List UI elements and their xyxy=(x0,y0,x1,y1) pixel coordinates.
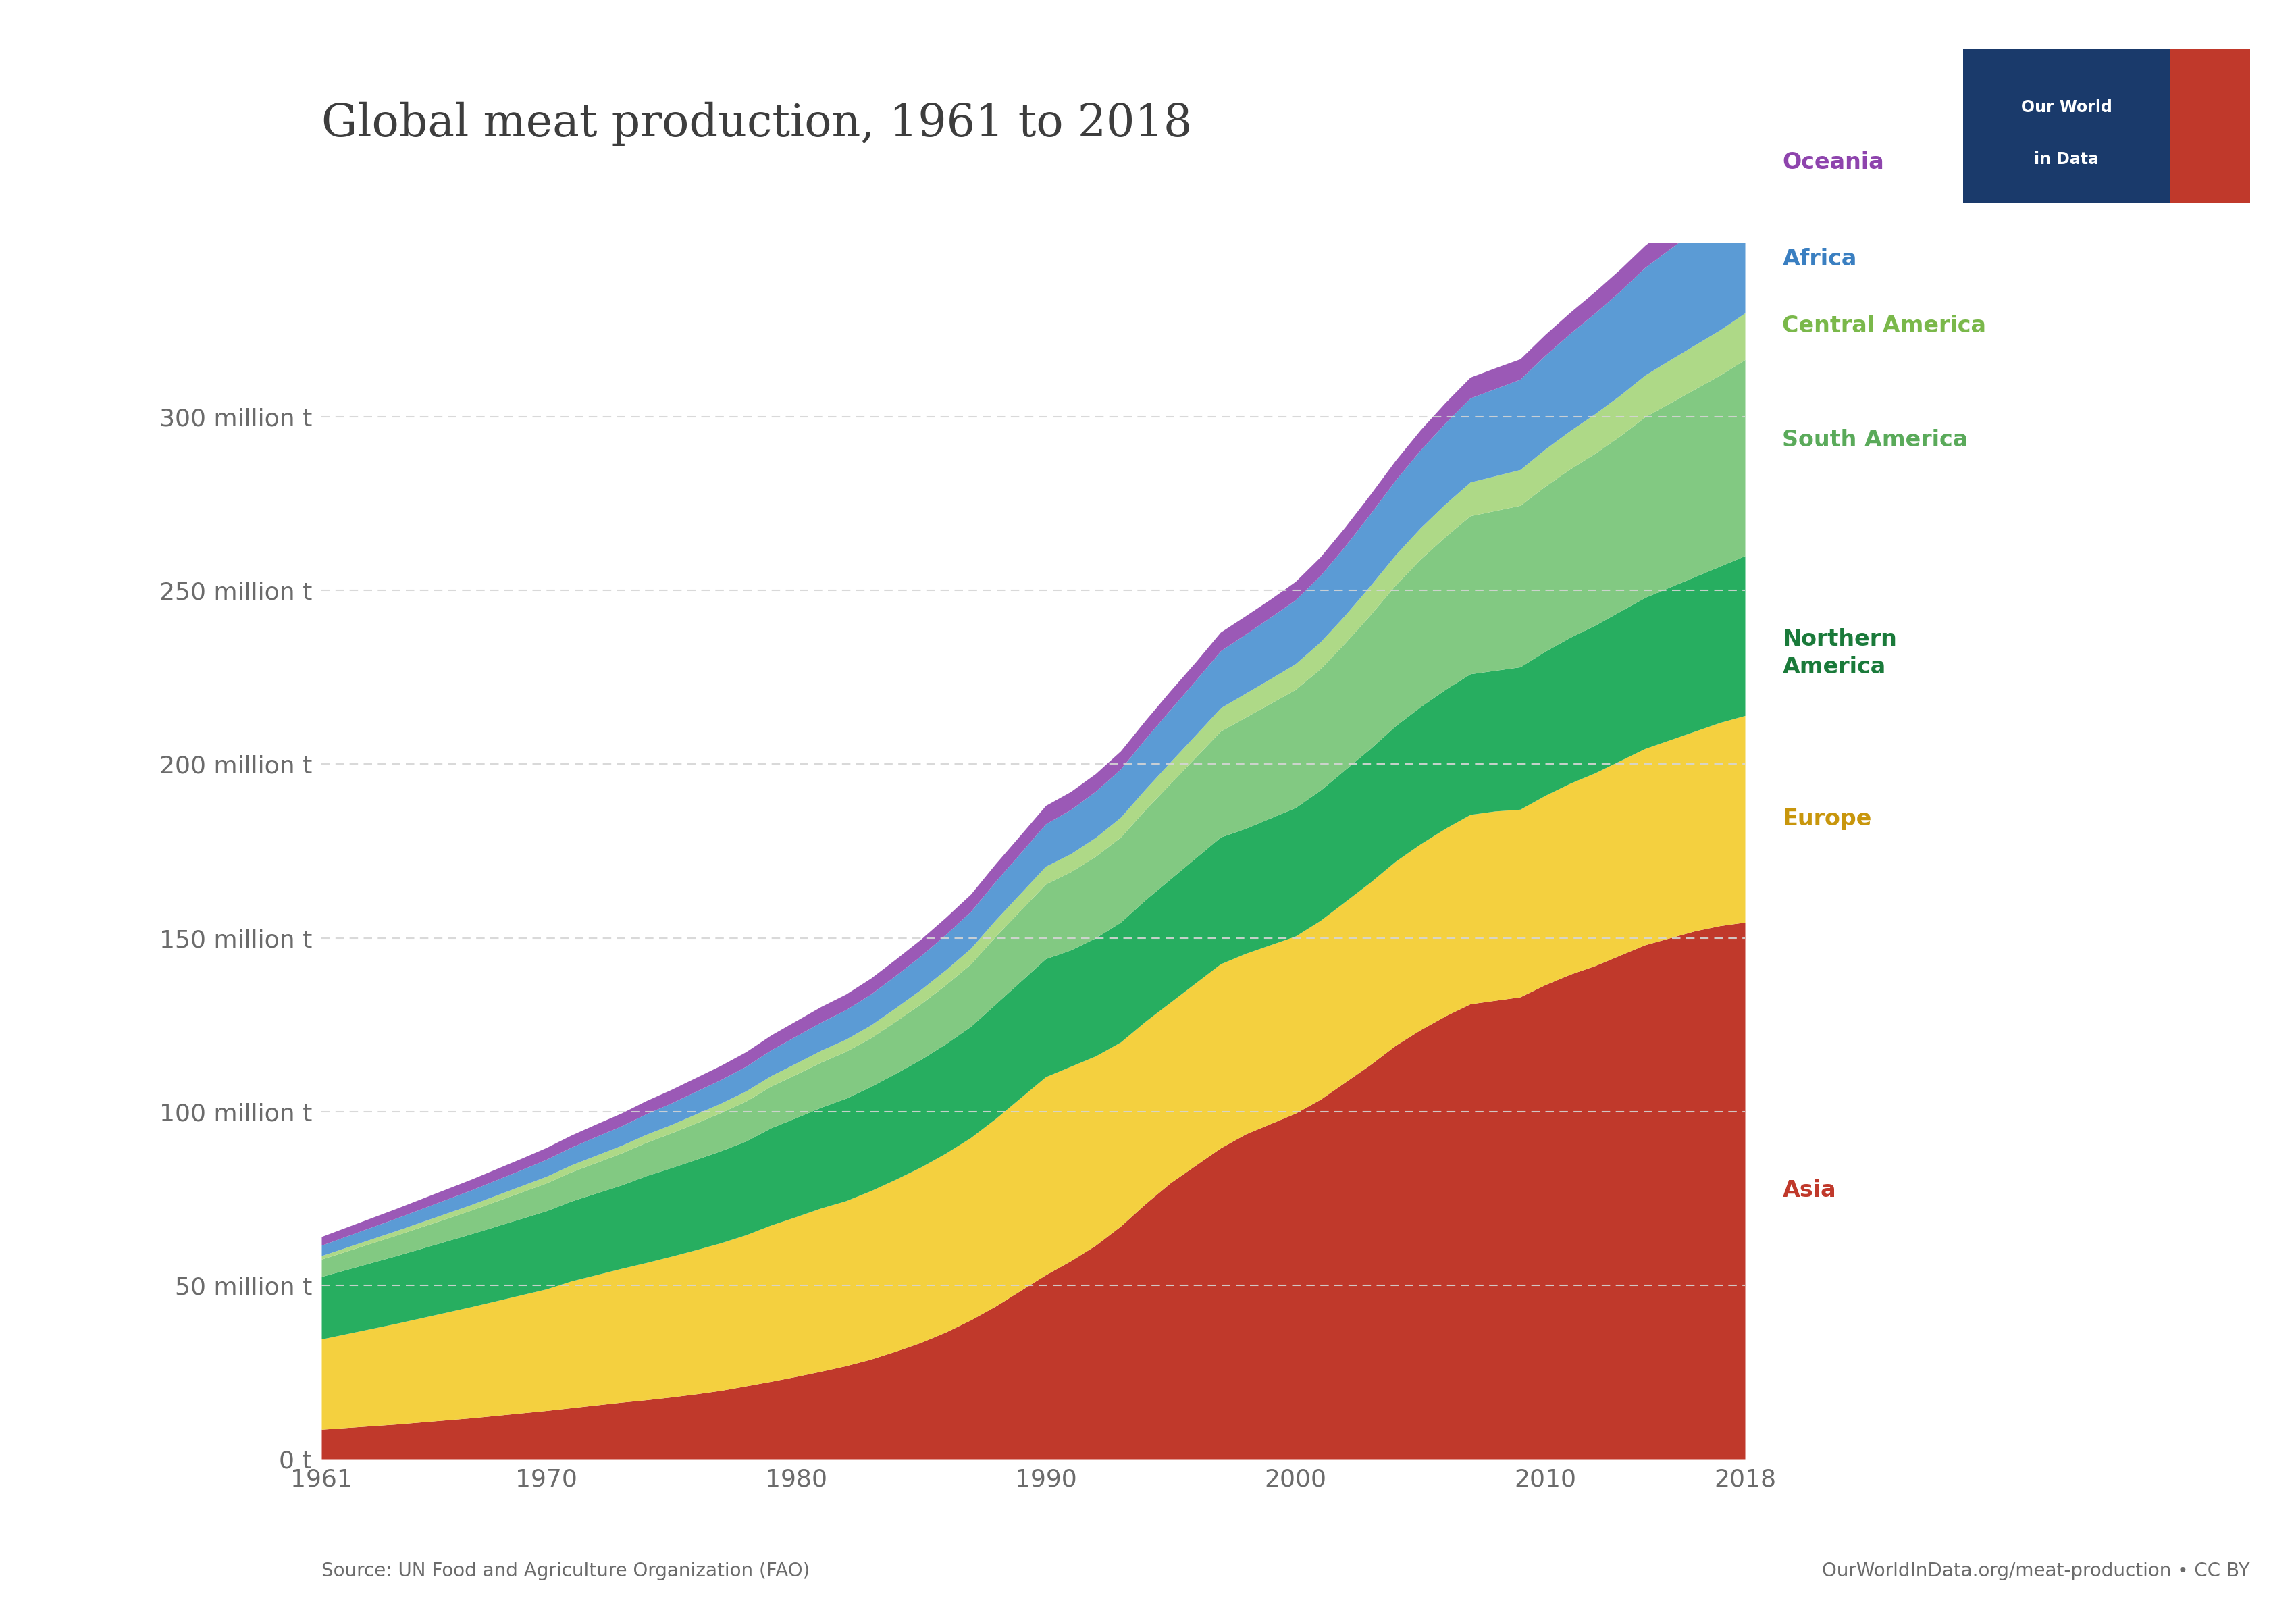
Text: Asia: Asia xyxy=(1782,1180,1837,1201)
FancyBboxPatch shape xyxy=(2170,49,2250,203)
Text: Global meat production, 1961 to 2018: Global meat production, 1961 to 2018 xyxy=(321,102,1192,146)
Text: in Data: in Data xyxy=(2034,151,2099,167)
Text: Europe: Europe xyxy=(1782,807,1871,830)
Text: Source: UN Food and Agriculture Organization (FAO): Source: UN Food and Agriculture Organiza… xyxy=(321,1561,810,1580)
Text: Northern
America: Northern America xyxy=(1782,627,1896,678)
Text: Our World: Our World xyxy=(2020,99,2112,115)
Text: Oceania: Oceania xyxy=(1782,151,1885,173)
Text: Central America: Central America xyxy=(1782,314,1986,337)
Text: Africa: Africa xyxy=(1782,248,1857,271)
Text: South America: South America xyxy=(1782,430,1968,451)
Text: OurWorldInData.org/meat-production • CC BY: OurWorldInData.org/meat-production • CC … xyxy=(1823,1561,2250,1580)
